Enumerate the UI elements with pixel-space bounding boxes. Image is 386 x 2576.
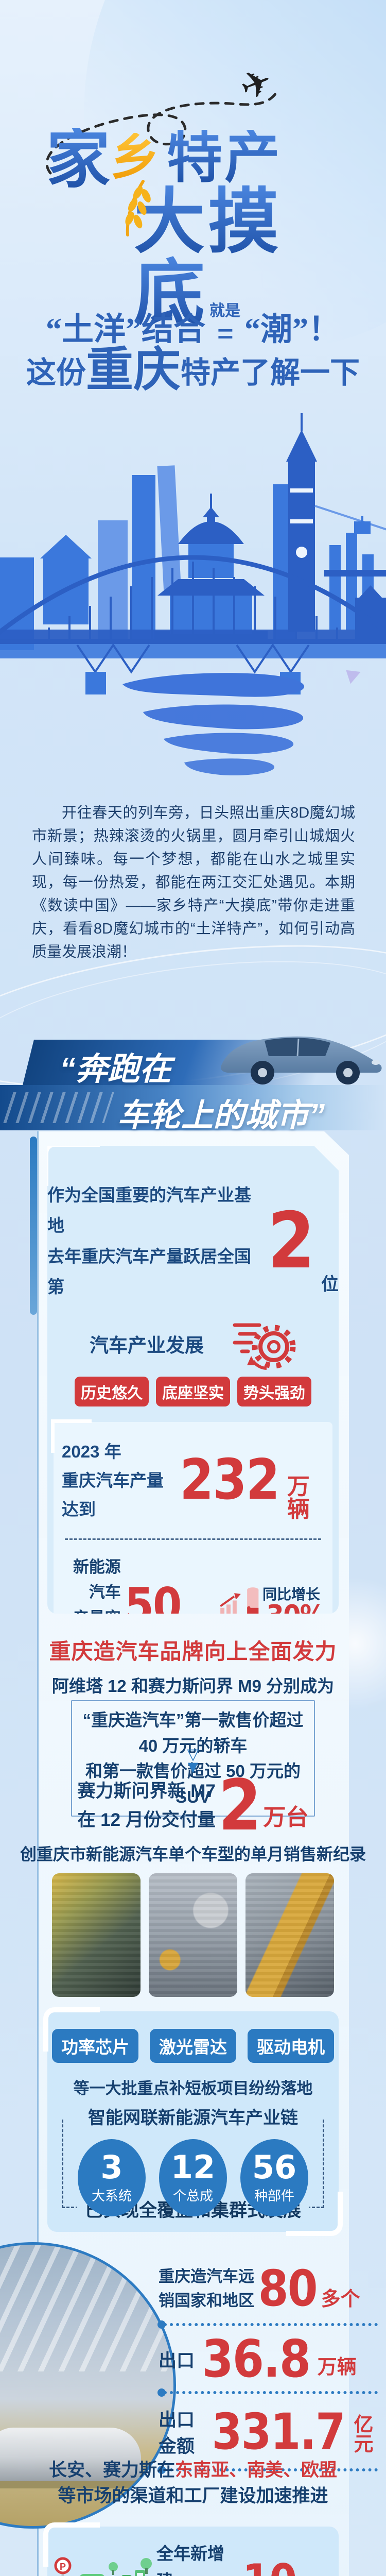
export-volume-unit: 万辆: [317, 2355, 357, 2378]
card-charging: P 全年新增建 成充电桩 10 万个: [43, 2522, 339, 2576]
flight-dashed-path: [45, 89, 279, 175]
subtitle1-equals-stack: 就是 =: [209, 302, 240, 353]
output-label: 重庆汽车产量达到: [62, 1470, 164, 1519]
brand-highlight-box: “重庆造汽车”第一款售价超过 40 万元的轿车 和第一款售价超过 50 万元的 …: [71, 1700, 315, 1817]
m7-value: 2: [218, 1765, 261, 1846]
m7-model: 赛力斯问界新 M7: [77, 1781, 216, 1802]
hero-subtitle-line1: “土洋”结合 就是 = “潮”！: [0, 302, 386, 353]
hero-subtitle-line2: 这份 重庆 特产了解一下: [0, 346, 386, 394]
charger-new-label1: 全年新增建: [156, 2544, 224, 2576]
circle-assemblies: 12 个总成: [159, 2139, 227, 2216]
nev-value: 50: [125, 1578, 182, 1633]
export-countries-label2: 销国家和地区: [159, 2291, 254, 2310]
program-logo: 家 乡 特产 大摸底: [46, 128, 345, 329]
subtitle2-pre: 这份: [26, 356, 86, 389]
brand-section-heading: 重庆造汽车品牌向上全面发力: [49, 1639, 337, 1664]
output-value: 232: [180, 1448, 280, 1513]
pill-lidar: 激光雷达: [150, 2029, 236, 2063]
chain-line1: 等一大批重点补短板项目纷纷落地: [73, 2079, 313, 2097]
wheat-icon: [125, 180, 151, 236]
rank-unit: 位: [321, 1274, 339, 1294]
inner-stats-panel: 2023 年 重庆汽车产量达到 232 万辆 新能源汽车 产量突破 50 万辆: [51, 1419, 332, 1633]
export-volume-value: 36.8: [202, 2329, 311, 2389]
logo-char-jia: 家: [46, 124, 111, 195]
logo-damodi: 大摸底: [134, 182, 283, 333]
dotted-divider: [157, 2466, 378, 2474]
car-illustration: [220, 1036, 382, 1084]
subtitle1-jiushi: 就是: [209, 302, 240, 319]
water-swirl-illustration: [122, 673, 305, 776]
subtitle1-right: “潮”！: [244, 312, 341, 347]
banner-title-line2: 车轮上的城市”: [117, 1098, 325, 1133]
dashed-divider: [65, 1538, 321, 1540]
svg-text:P: P: [60, 2562, 66, 2572]
lead-line2: 去年重庆汽车产量跃居全国第: [47, 1246, 251, 1297]
tag-momentum: 势头强劲: [237, 1376, 311, 1406]
tag-base: 底座坚实: [156, 1376, 230, 1406]
growth-value: 30%: [267, 1601, 325, 1614]
pill-drive-motor: 驱动电机: [248, 2029, 334, 2063]
export-note-line1: 长安、赛力斯在东南亚、南美、欧盟: [48, 2460, 338, 2480]
factory-welding-photo: [149, 1873, 237, 1997]
nev-label2: 产量突破: [58, 1605, 121, 1614]
chain-line2: 智能网联新能源汽车产业链: [88, 2108, 298, 2128]
output-unit: 万辆: [287, 1473, 310, 1522]
growth-chart-icon: [220, 1593, 241, 1614]
nev-label1: 新能源汽车: [73, 1557, 121, 1602]
dotted-divider: [157, 2388, 378, 2397]
charging-station-illustration: P: [54, 2557, 152, 2576]
export-countries-label1: 重庆造汽车远: [159, 2267, 254, 2285]
charger-new-value: 10: [242, 2558, 297, 2576]
export-countries-unit: 多个: [321, 2287, 360, 2310]
logo-chars-techan: 特产: [167, 126, 283, 189]
subtitle1-left: “土洋”结合: [45, 312, 205, 347]
chongqing-skyline-illustration: [0, 413, 386, 694]
down-arrows-icon: ▽ ▼: [184, 1746, 202, 1777]
subtitle2-post: 特产了解一下: [181, 356, 360, 389]
brand-box-line1: “重庆造汽车”第一款售价超过 40 万元的轿车: [82, 1710, 304, 1755]
factory-robot-photo: [245, 1873, 334, 1997]
pill-power-chip: 功率芯片: [52, 2029, 138, 2063]
card-supply-chain: 功率芯片 激光雷达 驱动电机 等一大批重点补短板项目纷纷落地 智能网联新能源汽车…: [43, 2007, 343, 2236]
export-amount-value: 331.7: [212, 2402, 345, 2461]
brand-box-line2: 和第一款售价超过 50 万元的 SUV: [85, 1761, 301, 1806]
factory-assembly-photo: [52, 1873, 141, 1997]
export-note-line2: 等市场的渠道和工厂建设加速推进: [58, 2486, 328, 2506]
export-amount-label: 出口金额: [159, 2410, 195, 2456]
hatch-decoration: [3, 1092, 114, 1123]
equals-sign: =: [217, 314, 234, 353]
logo-char-xiang: 乡: [110, 130, 160, 185]
factory-photo-strip: [0, 1873, 386, 1997]
export-amount-unit: 亿元: [354, 2413, 374, 2455]
export-countries-value: 80: [258, 2260, 318, 2318]
circle-components: 56 种部件: [240, 2139, 308, 2216]
section-banner: “奔跑在 车轮上的城市”: [0, 1036, 386, 1143]
year-label: 2023 年: [62, 1442, 121, 1461]
export-stats: 重庆造汽车远 销国家和地区 80 多个 出口 36.8 万辆 出口金额 331.…: [157, 2260, 378, 2483]
intro-paragraph: 开往春天的列车旁，日头照出重庆8D魔幻城市新景；热辣滚烫的火锅里，圆月牵引山城烟…: [32, 805, 355, 960]
export-note-markets: 东南亚、南美、欧盟: [175, 2460, 338, 2480]
banner-title-line1: “奔跑在: [60, 1052, 172, 1087]
left-accent-bar: [30, 1137, 37, 1315]
circle-systems: 3 大系统: [78, 2139, 146, 2216]
m7-record-note: 创重庆市新能源汽车单个车型的单月销售新纪录: [20, 1845, 366, 1863]
m7-delivery-row: 赛力斯问界新 M7 在 12 月份交付量 2 万台: [0, 1765, 386, 1846]
gear-speed-icon: [233, 1323, 296, 1370]
brand-sub-line: 阿维塔 12 和赛力斯问界 M9 分别成为: [51, 1676, 335, 1696]
industry-title: 汽车产业发展: [90, 1334, 204, 1356]
rank-number: 2: [267, 1196, 315, 1286]
export-volume-label: 出口: [159, 2350, 195, 2371]
growth-label: 同比增长: [262, 1586, 320, 1602]
subtitle2-chongqing: 重庆: [85, 344, 181, 396]
battery-icon: [247, 1587, 259, 1614]
tag-history: 历史悠久: [75, 1376, 149, 1406]
dotted-divider: [157, 2320, 378, 2329]
lead-line1: 作为全国重要的汽车产业基地: [47, 1185, 251, 1235]
banner-bar-bottom: [0, 1085, 386, 1130]
m7-delivery-label: 在 12 月份交付量: [77, 1810, 216, 1831]
m7-unit: 万台: [263, 1804, 309, 1831]
card-production: 作为全国重要的汽车产业基地 去年重庆汽车产量跃居全国第 2 位 汽车产业发展 历…: [47, 1146, 339, 1614]
